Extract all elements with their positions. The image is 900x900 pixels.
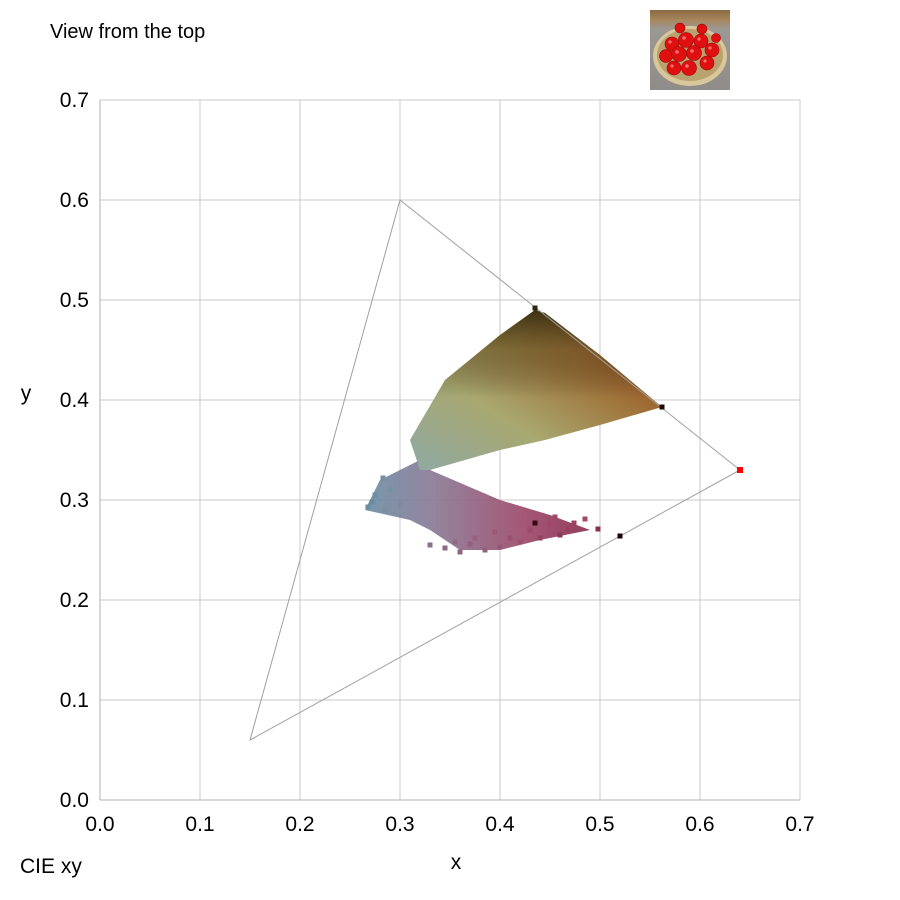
- strawberry-tart-thumbnail: [650, 10, 730, 90]
- y-tick-label: 0.6: [60, 189, 89, 212]
- data-point: [532, 305, 538, 311]
- data-regions: [365, 310, 662, 550]
- x-tick-label: 0.6: [685, 813, 714, 836]
- data-point: [582, 516, 588, 522]
- upper-data-region-shade: [410, 310, 662, 470]
- tick-labels: 0.0 0.1 0.2 0.3 0.4 0.5 0.6 0.7 0.0 0.1 0.2 0.3 0.4 0…: [60, 89, 815, 836]
- data-point: [532, 520, 538, 526]
- data-point: [457, 549, 463, 555]
- axis-labels: x y: [21, 382, 462, 874]
- y-tick-label: 0.0: [60, 789, 89, 812]
- data-point: [365, 504, 371, 510]
- data-point: [397, 502, 403, 508]
- data-point: [527, 527, 533, 533]
- data-point: [517, 539, 523, 545]
- x-tick-label: 0.2: [285, 813, 314, 836]
- data-point: [537, 535, 543, 541]
- data-point: [659, 404, 665, 410]
- data-point: [492, 529, 498, 535]
- data-point: [557, 532, 563, 538]
- x-tick-label: 0.0: [85, 813, 114, 836]
- strawberry-tart-icon: [653, 22, 727, 86]
- data-point: [467, 541, 473, 547]
- x-tick-label: 0.7: [785, 813, 814, 836]
- data-point: [472, 535, 478, 541]
- data-point: [552, 514, 558, 520]
- lower-data-region: [365, 460, 590, 550]
- data-point: [617, 533, 623, 539]
- data-point: [369, 499, 375, 505]
- data-point: [382, 507, 388, 513]
- data-point: [387, 487, 393, 493]
- x-tick-label: 0.5: [585, 813, 614, 836]
- data-point: [442, 545, 448, 551]
- data-point: [372, 492, 378, 498]
- axes: [99, 100, 800, 801]
- y-tick-label: 0.5: [60, 289, 89, 312]
- data-points: [365, 305, 743, 555]
- data-point: [380, 475, 386, 481]
- gamut-triangle-layer: [249, 199, 741, 742]
- data-point: [497, 544, 503, 550]
- red-primary-marker: [737, 467, 743, 473]
- data-point: [565, 526, 571, 532]
- color-space-caption: CIE xy: [20, 855, 82, 878]
- data-point: [507, 535, 513, 541]
- data-point: [482, 547, 488, 553]
- y-tick-label: 0.7: [60, 89, 89, 112]
- x-tick-label: 0.3: [385, 813, 414, 836]
- y-tick-label: 0.4: [60, 389, 90, 412]
- data-point: [595, 526, 601, 532]
- data-point: [547, 521, 553, 527]
- y-tick-label: 0.1: [60, 689, 89, 712]
- x-tick-label: 0.1: [185, 813, 214, 836]
- y-tick-label: 0.3: [60, 489, 89, 512]
- x-tick-label: 0.4: [485, 813, 515, 836]
- data-point: [452, 539, 458, 545]
- data-point: [571, 520, 577, 526]
- y-axis-label: y: [21, 382, 32, 405]
- x-axis-label: x: [451, 851, 462, 874]
- y-tick-label: 0.2: [60, 589, 89, 612]
- gamut-triangle: [249, 199, 741, 742]
- view-caption: View from the top: [50, 21, 206, 43]
- data-point: [427, 542, 433, 548]
